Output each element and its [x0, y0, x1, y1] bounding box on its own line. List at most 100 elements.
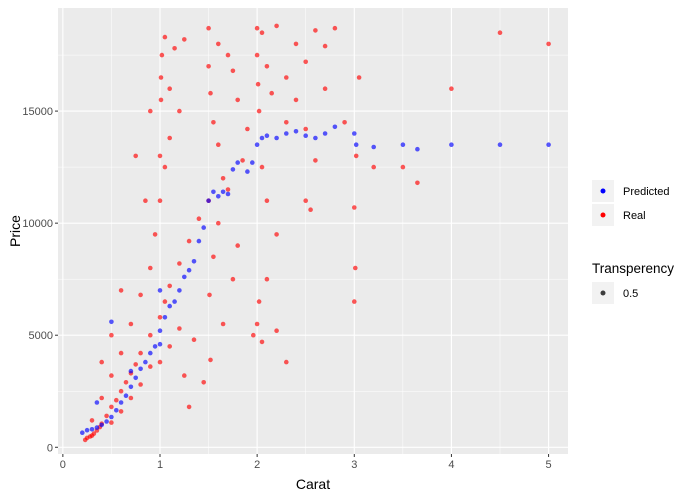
- real-point: [182, 37, 187, 42]
- predicted-point: [148, 350, 153, 356]
- y-tick-label: 5000: [29, 330, 53, 342]
- predicted-point: [196, 238, 202, 244]
- predicted-point: [211, 189, 216, 195]
- real-point: [206, 64, 211, 69]
- real-point: [308, 207, 313, 212]
- real-point: [235, 97, 240, 103]
- predicted-point: [206, 198, 211, 203]
- predicted-point: [220, 189, 226, 195]
- real-point: [235, 243, 240, 248]
- real-point: [303, 126, 309, 132]
- real-point: [167, 86, 172, 91]
- predicted-point: [128, 368, 134, 374]
- real-point: [332, 25, 338, 31]
- predicted-point: [352, 131, 357, 136]
- real-point: [186, 238, 192, 244]
- predicted-point: [157, 328, 163, 334]
- x-axis-title: Carat: [296, 476, 330, 492]
- real-point: [256, 299, 262, 304]
- real-point: [99, 359, 104, 365]
- real-point: [148, 364, 153, 369]
- predicted-point: [152, 344, 158, 349]
- predicted-point: [235, 160, 240, 165]
- legend-label-real: Real: [623, 210, 646, 222]
- real-point: [109, 404, 114, 410]
- real-point: [208, 90, 213, 96]
- real-point: [109, 332, 114, 338]
- real-point: [254, 52, 260, 58]
- real-point: [143, 198, 148, 203]
- real-point: [148, 108, 153, 114]
- predicted-point: [353, 142, 359, 147]
- real-point: [322, 43, 328, 49]
- predicted-point: [497, 142, 503, 147]
- predicted-point: [109, 414, 114, 420]
- real-point: [415, 180, 420, 186]
- predicted-point: [80, 430, 85, 436]
- real-point: [256, 108, 262, 114]
- predicted-point: [371, 144, 377, 150]
- real-point: [216, 41, 221, 47]
- real-point: [264, 64, 270, 69]
- real-point: [264, 276, 270, 282]
- real-point: [157, 315, 163, 320]
- real-point: [157, 153, 163, 159]
- real-point: [251, 332, 256, 338]
- real-point: [186, 404, 192, 410]
- real-point: [167, 344, 172, 349]
- real-point: [546, 41, 551, 47]
- predicted-point: [230, 167, 236, 172]
- predicted-point: [400, 142, 406, 147]
- real-point: [313, 28, 318, 33]
- real-point: [353, 265, 358, 271]
- real-point: [264, 198, 270, 203]
- real-point: [245, 126, 250, 132]
- real-point: [274, 23, 279, 29]
- legend-key-alpha-dot: [600, 290, 606, 296]
- predicted-point: [143, 359, 148, 365]
- real-point: [158, 75, 164, 80]
- real-point: [159, 52, 165, 58]
- real-point: [91, 431, 97, 436]
- real-point: [353, 153, 359, 159]
- predicted-point: [415, 146, 420, 152]
- real-point: [240, 158, 245, 163]
- predicted-point: [303, 133, 309, 138]
- real-point: [109, 420, 114, 425]
- real-point: [207, 292, 212, 298]
- real-point: [211, 120, 216, 125]
- real-point: [293, 41, 299, 47]
- predicted-points: [80, 124, 551, 436]
- real-point: [225, 187, 231, 192]
- real-point: [342, 120, 347, 125]
- real-point: [259, 164, 265, 170]
- real-point: [371, 164, 377, 170]
- real-point: [128, 395, 134, 401]
- predicted-point: [133, 375, 138, 381]
- predicted-point: [157, 341, 163, 347]
- predicted-point: [186, 267, 192, 273]
- real-point: [220, 176, 226, 181]
- real-point: [208, 357, 213, 363]
- predicted-point: [250, 160, 255, 165]
- plot-panel: [58, 8, 568, 454]
- predicted-point: [449, 142, 454, 147]
- predicted-point: [264, 133, 270, 138]
- real-point: [133, 153, 138, 159]
- legend-label-predicted: Predicted: [623, 186, 669, 198]
- real-point: [259, 30, 265, 35]
- real-point: [177, 261, 182, 266]
- predicted-point: [201, 225, 206, 230]
- real-point: [133, 362, 138, 367]
- x-tick-label: 4: [448, 459, 454, 471]
- real-point: [352, 299, 357, 304]
- real-point: [128, 321, 134, 327]
- real-point: [162, 164, 168, 170]
- legend-key-real-dot: [600, 212, 606, 218]
- y-axis-ticks: 0 5000 10000 15000: [22, 106, 58, 454]
- real-point: [230, 68, 236, 74]
- predicted-point: [94, 400, 100, 405]
- real-point: [400, 164, 406, 170]
- real-point: [138, 350, 143, 356]
